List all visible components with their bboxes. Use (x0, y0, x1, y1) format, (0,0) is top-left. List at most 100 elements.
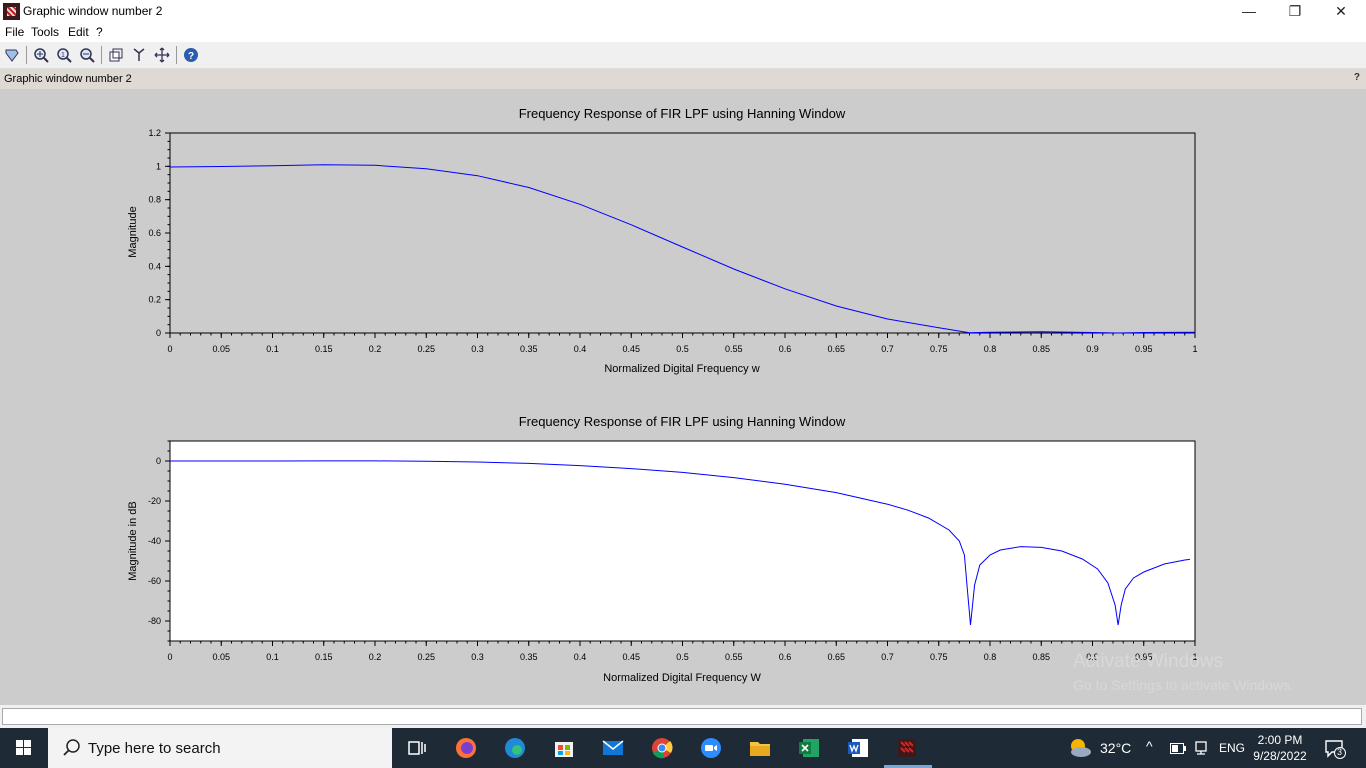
chart2-xtick-label: 0.25 (417, 652, 435, 662)
chart2-xtick-label: 0.35 (520, 652, 538, 662)
menu-bar: File Tools Edit ? (0, 22, 1366, 42)
chrome-icon[interactable] (650, 736, 674, 760)
figure-label: Graphic window number 2 (4, 73, 132, 85)
language-indicator[interactable]: ENG (1219, 741, 1246, 755)
chart2-xtick-label: 0.3 (471, 652, 484, 662)
menu-help[interactable]: ? (96, 25, 103, 39)
pan-icon[interactable] (154, 47, 170, 63)
chart2-xtick-label: 0.6 (779, 652, 792, 662)
mail-icon[interactable] (601, 736, 625, 760)
plot-canvas: Frequency Response of FIR LPF using Hann… (127, 106, 1198, 684)
chart1-xtick-label: 0.85 (1032, 344, 1050, 354)
axes-icon[interactable] (131, 47, 147, 63)
svg-text:1: 1 (61, 52, 65, 59)
chart2-ytick-label: -40 (148, 536, 161, 546)
chart1-xtick-label: 0.5 (676, 344, 689, 354)
chart1-xtick-label: 0.3 (471, 344, 484, 354)
restore-button[interactable]: ❐ (1288, 3, 1302, 19)
scilab-app-icon (3, 3, 20, 20)
excel-icon[interactable] (797, 736, 821, 760)
notification-icon[interactable] (1324, 738, 1346, 760)
svg-text:?: ? (188, 51, 194, 62)
chart2-ytick-label: -20 (148, 496, 161, 506)
window-title: Graphic window number 2 (23, 4, 163, 18)
chart2-xtick-label: 0.95 (1135, 652, 1153, 662)
edge-icon[interactable] (503, 736, 527, 760)
title-bar: Graphic window number 2 — ❐ ✕ (0, 0, 1366, 22)
menu-edit[interactable]: Edit (68, 25, 89, 39)
chart2-xtick-label: 0.4 (574, 652, 587, 662)
figure-help-icon[interactable]: ? (1353, 72, 1360, 83)
figure-info-bar: Graphic window number 2 ? (0, 69, 1366, 89)
help-icon[interactable]: ? (183, 47, 199, 63)
taskbar: Type here to search 32°C ^ ENG 2:00 PM 9… (0, 728, 1366, 768)
chart1-xtick-label: 0.2 (369, 344, 382, 354)
chart1-ytick-label: 0.2 (148, 295, 161, 305)
battery-icon[interactable] (1170, 743, 1186, 754)
clock-date: 9/28/2022 (1253, 749, 1307, 763)
chart2-xtick-label: 0.15 (315, 652, 333, 662)
chart1-xtick-label: 0.4 (574, 344, 587, 354)
word-icon[interactable] (846, 736, 870, 760)
chart2-ytick-label: -60 (148, 576, 161, 586)
chart2-plot-area (169, 440, 1196, 642)
task-view-icon[interactable] (405, 736, 429, 760)
taskbar-clock[interactable]: 2:00 PM 9/28/2022 (1248, 732, 1312, 764)
chart1-xtick-label: 0.6 (779, 344, 792, 354)
chart1-ytick-label: 0.8 (148, 195, 161, 205)
scilab-icon[interactable] (895, 736, 919, 760)
menu-tools[interactable]: Tools (31, 25, 60, 39)
chart1-ytick-label: 0 (156, 328, 161, 338)
zoom-in-icon[interactable] (33, 47, 49, 63)
search-placeholder: Type here to search (88, 740, 221, 757)
menu-file[interactable]: File (5, 25, 25, 39)
chart2-xtick-label: 1 (1192, 652, 1197, 662)
chart2-xlabel: Normalized Digital Frequency W (603, 672, 761, 684)
chart1-ytick-label: 0.6 (148, 228, 161, 238)
chart1-xtick-label: 0.25 (417, 344, 435, 354)
chart1-title: Frequency Response of FIR LPF using Hann… (519, 106, 846, 121)
weather-temperature[interactable]: 32°C (1100, 740, 1132, 756)
notification-count: 3 (1337, 747, 1343, 757)
chart1-plot-area (169, 132, 1196, 334)
chart2-xtick-label: 0.5 (676, 652, 689, 662)
chart2-series-line (170, 460, 1190, 626)
taskbar-search-box[interactable]: Type here to search (48, 728, 392, 768)
status-field (2, 708, 1362, 725)
minimize-button[interactable]: — (1242, 3, 1256, 19)
zoom-original-icon[interactable]: 1 (56, 47, 72, 63)
close-button[interactable]: ✕ (1335, 3, 1347, 19)
chart2-xtick-label: 0.7 (881, 652, 894, 662)
file-explorer-icon[interactable] (748, 736, 772, 760)
chart2-xtick-label: 0.1 (266, 652, 279, 662)
chart1-xtick-label: 0.95 (1135, 344, 1153, 354)
toolbar: 1 ? (0, 42, 1366, 69)
zoom-out-icon[interactable] (79, 47, 95, 63)
chevron-up-icon[interactable]: ^ (1146, 738, 1153, 754)
firefox-icon[interactable] (454, 736, 478, 760)
chart1-xtick-label: 0.45 (622, 344, 640, 354)
chart1-ytick-label: 1.2 (148, 128, 161, 138)
zoom-app-icon[interactable] (699, 736, 723, 760)
clock-time: 2:00 PM (1257, 733, 1303, 747)
chart1-xtick-label: 0.8 (984, 344, 997, 354)
chart2-xtick-label: 0 (167, 652, 172, 662)
windows-start-icon[interactable] (0, 728, 48, 768)
chart2-xtick-label: 0.05 (212, 652, 230, 662)
chart1-ytick-label: 0.4 (148, 261, 161, 271)
chart2-xtick-label: 0.45 (622, 652, 640, 662)
rotate-icon[interactable] (108, 47, 124, 63)
chart1-xtick-label: 0.7 (881, 344, 894, 354)
weather-icon[interactable] (1067, 737, 1093, 759)
chart2-xtick-label: 0.9 (1086, 652, 1099, 662)
chart2-title: Frequency Response of FIR LPF using Hann… (519, 414, 846, 429)
search-icon (63, 739, 80, 756)
chart2-xtick-label: 0.85 (1032, 652, 1050, 662)
chart1-xlabel: Normalized Digital Frequency w (604, 363, 759, 375)
chart2-ytick-label: 0 (156, 456, 161, 466)
network-icon[interactable] (1193, 740, 1209, 756)
store-icon[interactable] (552, 736, 576, 760)
chart1-xtick-label: 0.55 (725, 344, 743, 354)
chart1-xtick-label: 0 (167, 344, 172, 354)
datatip-icon[interactable] (4, 47, 20, 63)
